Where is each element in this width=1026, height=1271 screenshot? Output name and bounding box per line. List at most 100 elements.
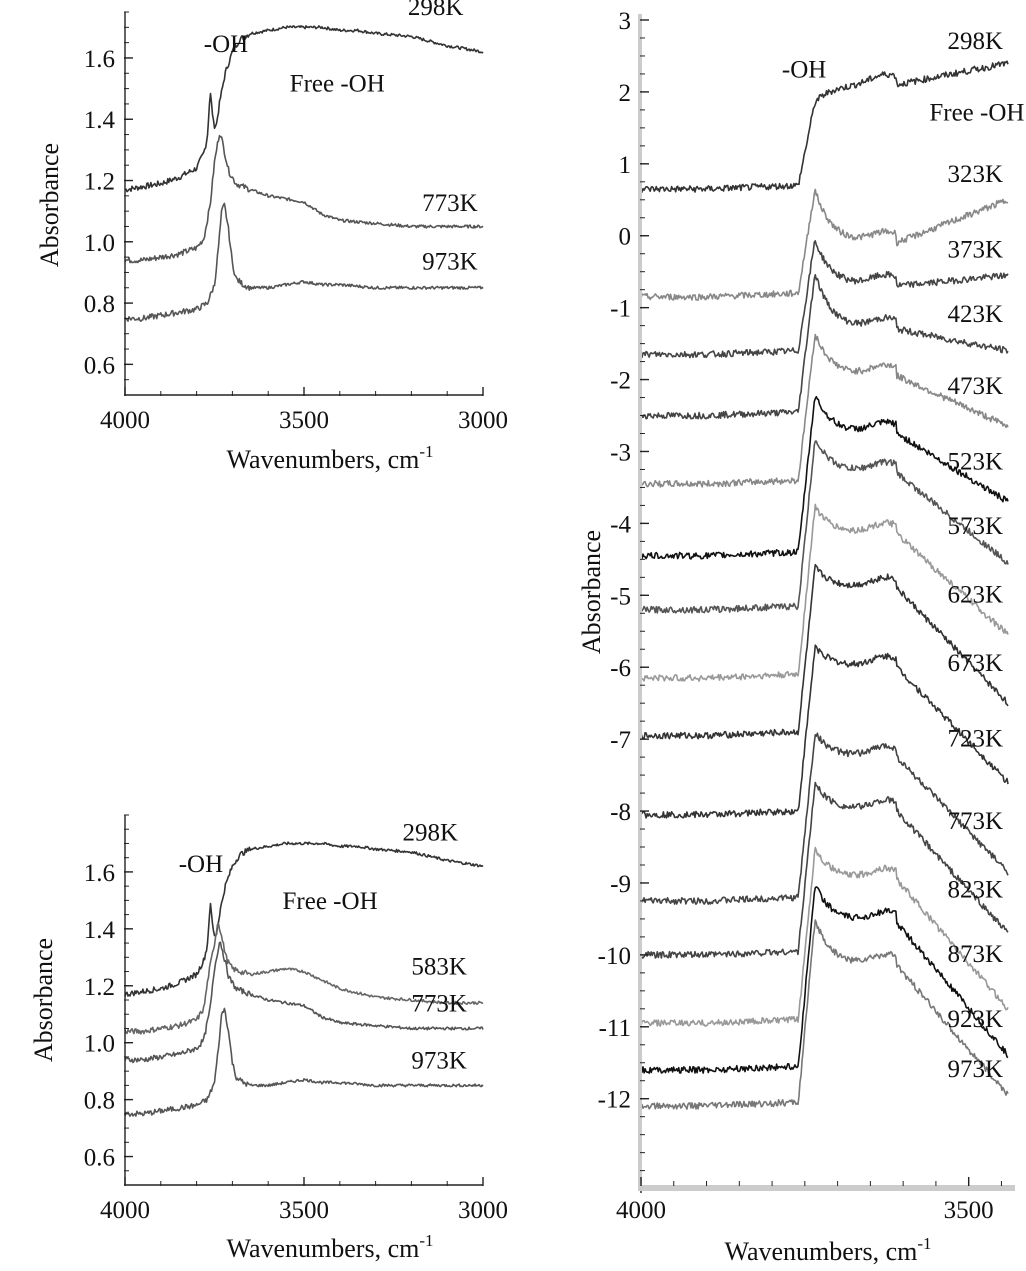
series-line-823K [640,781,1009,959]
y-tick-label: 2 [619,80,632,107]
y-axis-label: Absorbance [577,530,606,654]
annotation-label: Free -OH [290,71,385,98]
y-tick-label: 1.4 [84,107,116,134]
series-label: 298K [402,820,458,847]
y-tick-label: -10 [598,943,631,970]
x-axis-label: Wavenumbers, cm-1 [724,1234,931,1266]
chart-panel-top-left: 0.6 0.8 1.0 1.2 1.4 1.6 4000 3500 3000 298K 773K 97… [35,0,508,474]
y-tick-label: 1.4 [84,917,116,944]
series-label: 773K [411,990,467,1017]
annotation-label: Free -OH [929,100,1024,127]
series-line-773K [124,941,484,1064]
series-layer [124,25,484,322]
series-label: 473K [947,373,1003,400]
x-tick-label: 4000 [616,1197,666,1224]
series-label: 298K [408,0,464,21]
series-label: 523K [947,448,1003,475]
series-label: 973K [422,248,478,275]
series-label: 298K [947,28,1003,55]
y-tick-label: -6 [610,655,631,682]
y-tick-label: 1.6 [84,860,115,887]
series-label: 723K [947,725,1003,752]
x-tick-label: 3500 [944,1197,994,1224]
series-line-773K [124,134,484,264]
y-tick-label: 0.6 [84,352,115,379]
series-layer [124,841,484,1117]
x-tick-label: 4000 [100,407,150,434]
y-tick-label: 1 [619,152,632,179]
y-tick-label: -12 [598,1087,631,1114]
series-label: 623K [947,582,1003,609]
annotation-label: -OH [204,31,248,58]
y-tick-label: 0 [619,224,632,251]
y-tick-label: 1.0 [84,230,115,257]
x-axis-label: Wavenumbers, cm-1 [226,1231,433,1263]
series-line-673K [640,563,1009,740]
series-layer [640,60,1009,1110]
annotation-label: -OH [782,57,826,84]
series-line-623K [640,503,1009,682]
annotation-label: -OH [179,851,223,878]
series-label: 823K [947,876,1003,903]
series-label: 773K [422,190,478,217]
series-label: 423K [947,301,1003,328]
series-line-723K [640,644,1009,819]
series-label: 673K [947,650,1003,677]
x-axis-label: Wavenumbers, cm-1 [226,442,433,474]
series-line-373K [640,240,1009,359]
x-tick-label: 3000 [458,1197,508,1224]
x-tick-label: 3000 [458,407,508,434]
series-label: 573K [947,513,1003,540]
series-line-323K [640,188,1009,301]
series-line-423K [640,274,1009,420]
series-label: 773K [947,808,1003,835]
y-axis-bar [638,14,642,1189]
series-line-773K [640,732,1009,905]
y-axis-label: Absorbance [29,938,58,1062]
x-tick-label: 4000 [100,1197,150,1224]
series-label: 373K [947,236,1003,263]
series-line-298K [640,60,1009,193]
y-axis-label: Absorbance [35,143,64,267]
y-tick-label: -3 [610,439,631,466]
chart-panel-bottom-left: 0.6 0.8 1.0 1.2 1.4 1.6 4000 3500 3000 298K 583K 77… [29,814,508,1263]
series-label: 973K [947,1056,1003,1083]
y-tick-label: -4 [610,511,631,538]
y-tick-label: 0.6 [84,1145,115,1172]
y-tick-label: 1.2 [84,169,115,196]
series-line-973K [124,1007,484,1117]
y-tick-label: -11 [599,1015,631,1042]
series-line-873K [640,846,1009,1027]
y-tick-label: 0.8 [84,291,115,318]
series-line-973K [124,202,484,322]
axes: 0.6 0.8 1.0 1.2 1.4 1.6 4000 3500 3000 298K 773K 97… [84,0,508,434]
axes: 0.6 0.8 1.0 1.2 1.4 1.6 4000 3500 3000 298K 583K 77… [84,814,508,1224]
y-tick-label: -8 [610,799,631,826]
y-tick-label: -5 [610,583,631,610]
chart-panel-right: 3 2 1 0 -1 -2 -3 -4 -5 -6 -7 -8 -9 -10 -11 -12 4000 3500 2… [577,8,1024,1266]
y-tick-label: -9 [610,871,631,898]
series-label: 923K [947,1006,1003,1033]
series-line-583K [124,922,484,1035]
series-line-573K [641,440,1009,614]
series-line-473K [640,333,1009,488]
x-tick-label: 3500 [279,1197,329,1224]
series-label: 973K [411,1047,467,1074]
y-tick-label: -7 [610,727,631,754]
series-label: 873K [947,941,1003,968]
series-label: 323K [947,161,1003,188]
x-axis-bar [638,1185,1015,1191]
series-line-298K [124,841,484,997]
y-tick-label: -2 [610,368,631,395]
y-tick-label: 1.6 [84,46,115,73]
y-tick-label: 0.8 [84,1088,115,1115]
axes: 3 2 1 0 -1 -2 -3 -4 -5 -6 -7 -8 -9 -10 -11 -12 4000 3500 2… [598,8,1025,1224]
series-line-523K [640,395,1009,560]
y-tick-label: 1.2 [84,974,115,1001]
y-tick-label: 3 [619,8,632,35]
series-line-923K [640,886,1009,1074]
annotation-label: Free -OH [283,888,378,915]
y-tick-label: 1.0 [84,1031,115,1058]
